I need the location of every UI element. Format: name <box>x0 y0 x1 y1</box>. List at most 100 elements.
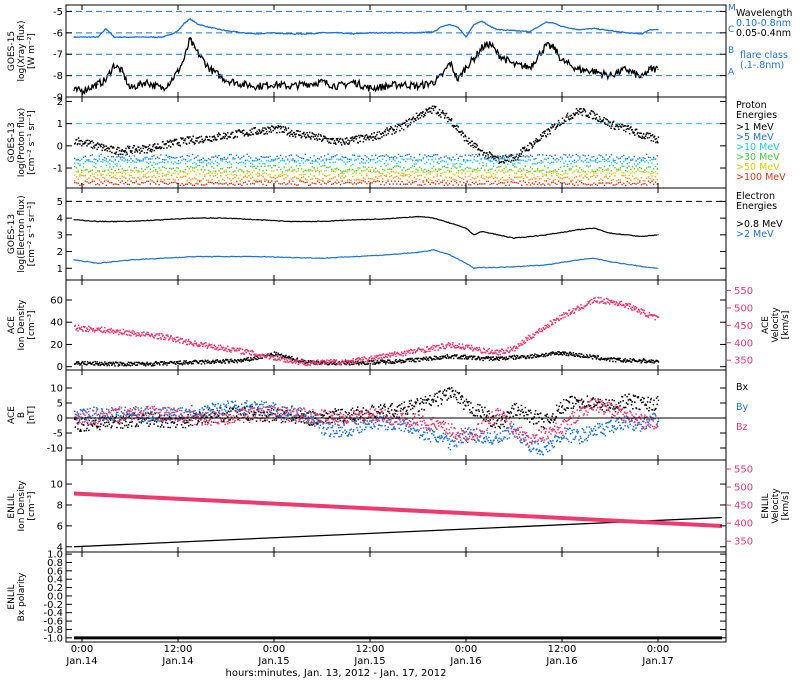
data-point <box>628 128 630 130</box>
data-point <box>259 169 260 170</box>
data-point <box>287 183 288 184</box>
data-point <box>544 166 545 167</box>
data-point <box>253 351 255 353</box>
data-point <box>373 159 374 160</box>
data-point <box>466 358 468 360</box>
data-point <box>185 360 187 362</box>
data-point <box>247 357 249 359</box>
data-point <box>353 140 355 142</box>
data-point <box>139 149 141 151</box>
data-point <box>518 157 520 159</box>
data-point <box>428 170 429 171</box>
data-point <box>166 174 167 175</box>
data-point <box>280 176 281 177</box>
data-point <box>642 137 644 139</box>
data-point <box>340 184 341 185</box>
data-point <box>533 141 535 143</box>
data-point <box>512 165 513 166</box>
data-point <box>477 347 479 349</box>
data-point <box>521 156 522 157</box>
data-point <box>612 361 614 363</box>
data-point <box>319 158 320 159</box>
data-point <box>395 131 397 133</box>
data-point <box>585 357 587 359</box>
data-point <box>452 163 453 164</box>
data-point <box>602 159 603 160</box>
data-point <box>345 363 347 365</box>
data-point <box>288 127 290 128</box>
data-point <box>324 364 326 366</box>
data-point <box>303 174 304 175</box>
data-point <box>366 168 367 169</box>
data-point <box>545 45 546 46</box>
data-point <box>371 133 373 135</box>
data-point <box>86 170 87 171</box>
data-point <box>431 182 432 183</box>
data-point <box>536 354 538 356</box>
data-point <box>621 172 622 173</box>
data-point <box>465 155 466 156</box>
data-point <box>134 172 135 173</box>
data-point <box>143 171 144 172</box>
data-point <box>567 177 568 178</box>
data-point <box>535 158 536 159</box>
data-point <box>117 362 119 364</box>
data-point <box>197 160 198 161</box>
data-point <box>226 134 228 136</box>
data-point <box>134 363 136 365</box>
data-point <box>208 182 209 183</box>
data-point <box>161 333 163 335</box>
data-point <box>167 141 169 143</box>
data-point <box>183 159 184 160</box>
data-point <box>358 363 360 365</box>
data-point <box>206 184 207 185</box>
data-point <box>222 160 223 161</box>
data-point <box>282 160 283 161</box>
data-point <box>256 359 258 361</box>
data-point <box>188 160 189 161</box>
data-point <box>291 171 292 172</box>
data-point <box>363 177 364 178</box>
data-point <box>93 181 94 182</box>
data-point <box>505 356 507 358</box>
data-point <box>388 133 390 135</box>
data-point <box>529 31 530 32</box>
data-point <box>97 363 99 365</box>
data-point <box>548 327 550 329</box>
data-point <box>566 355 568 357</box>
data-point <box>644 161 645 162</box>
data-point <box>507 164 508 165</box>
data-point <box>491 168 492 169</box>
data-point <box>386 361 388 363</box>
data-point <box>646 167 647 168</box>
data-point <box>537 184 538 185</box>
y-tick-label: -1 <box>53 164 63 175</box>
data-point <box>415 169 416 170</box>
data-point <box>359 173 360 174</box>
data-point <box>535 140 537 142</box>
data-point <box>125 178 126 179</box>
data-point <box>622 124 624 126</box>
data-point <box>107 173 108 174</box>
data-point <box>468 345 470 347</box>
data-point <box>365 361 367 363</box>
data-point <box>141 182 142 183</box>
data-point <box>122 154 124 156</box>
data-point <box>555 169 556 170</box>
data-point <box>465 168 466 169</box>
data-point <box>525 342 527 344</box>
data-point <box>470 155 471 156</box>
data-point <box>409 124 411 126</box>
data-point <box>452 184 453 185</box>
data-point <box>120 158 121 159</box>
data-point <box>333 143 335 145</box>
data-point <box>567 184 568 185</box>
data-point <box>544 174 545 175</box>
data-point <box>431 107 433 109</box>
data-point <box>115 164 116 165</box>
data-point <box>551 156 552 157</box>
data-point <box>368 162 369 163</box>
data-point <box>280 356 282 358</box>
data-point <box>104 157 105 158</box>
data-point <box>285 170 286 171</box>
